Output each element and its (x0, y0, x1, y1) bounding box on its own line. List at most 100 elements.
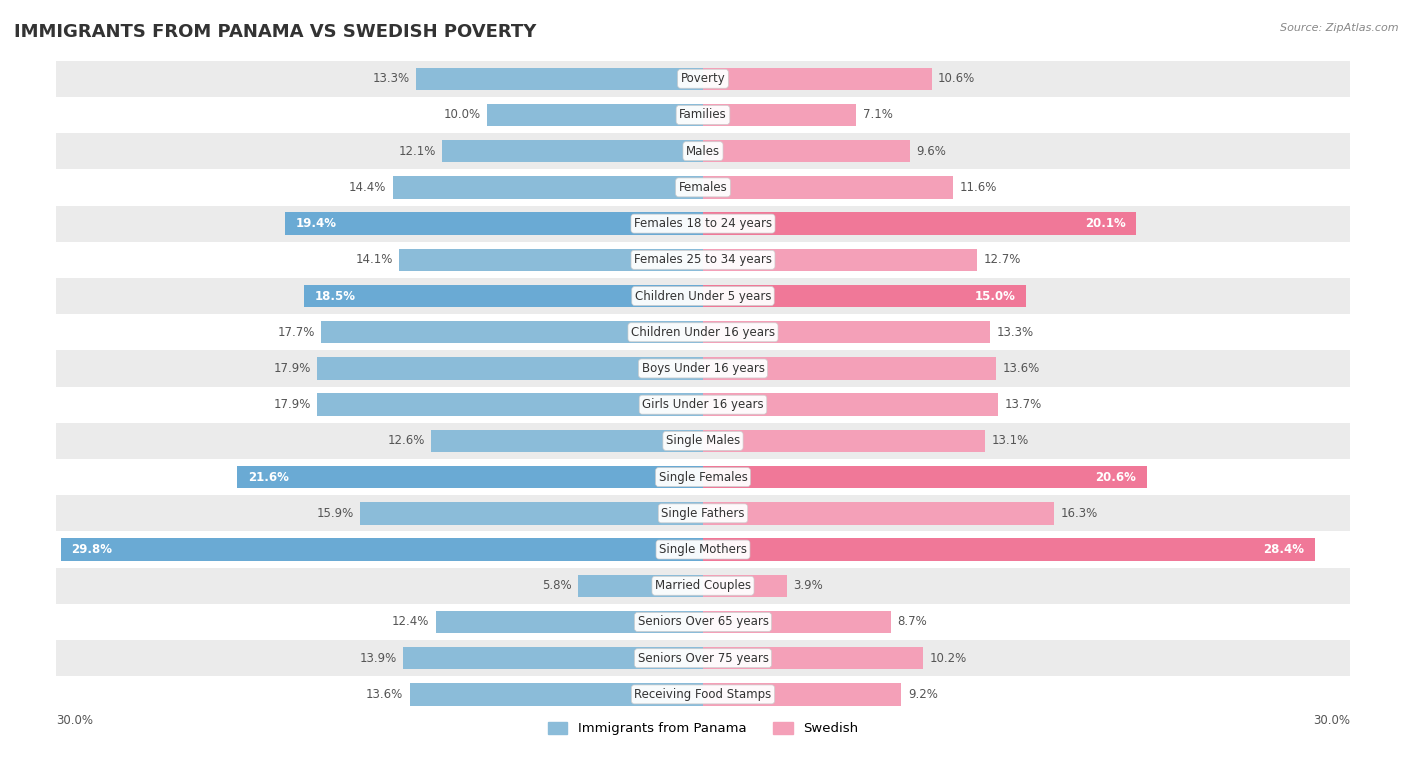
Bar (56, 531, 1350, 568)
Text: Single Females: Single Females (658, 471, 748, 484)
Bar (703, 466, 1147, 488)
Text: 17.9%: 17.9% (273, 398, 311, 411)
Text: 17.7%: 17.7% (277, 326, 315, 339)
Text: 17.9%: 17.9% (273, 362, 311, 375)
Text: 13.6%: 13.6% (366, 688, 404, 701)
Bar (703, 683, 901, 706)
Bar (360, 502, 703, 525)
Bar (416, 67, 703, 90)
Bar (703, 212, 1136, 235)
Text: Receiving Food Stamps: Receiving Food Stamps (634, 688, 772, 701)
Text: 15.9%: 15.9% (316, 507, 354, 520)
Bar (703, 575, 787, 597)
Bar (56, 61, 1350, 97)
Text: 3.9%: 3.9% (793, 579, 824, 592)
Text: 14.1%: 14.1% (356, 253, 392, 266)
Text: 21.6%: 21.6% (247, 471, 290, 484)
Text: 18.5%: 18.5% (315, 290, 356, 302)
Bar (703, 357, 997, 380)
Bar (703, 538, 1315, 561)
Text: 20.6%: 20.6% (1095, 471, 1136, 484)
Bar (703, 67, 932, 90)
Text: 30.0%: 30.0% (1313, 714, 1350, 728)
Text: 13.3%: 13.3% (997, 326, 1033, 339)
Bar (703, 140, 910, 162)
Bar (318, 357, 703, 380)
Bar (56, 242, 1350, 278)
Text: Females 18 to 24 years: Females 18 to 24 years (634, 217, 772, 230)
Bar (404, 647, 703, 669)
Text: Seniors Over 65 years: Seniors Over 65 years (637, 615, 769, 628)
Bar (436, 611, 703, 633)
Bar (56, 278, 1350, 314)
Text: 13.9%: 13.9% (360, 652, 396, 665)
Text: Seniors Over 75 years: Seniors Over 75 years (637, 652, 769, 665)
Text: Children Under 5 years: Children Under 5 years (634, 290, 772, 302)
Bar (56, 495, 1350, 531)
Text: 13.6%: 13.6% (1002, 362, 1040, 375)
Bar (703, 430, 986, 452)
Bar (60, 538, 703, 561)
Bar (392, 176, 703, 199)
Bar (56, 604, 1350, 640)
Text: Males: Males (686, 145, 720, 158)
Text: IMMIGRANTS FROM PANAMA VS SWEDISH POVERTY: IMMIGRANTS FROM PANAMA VS SWEDISH POVERT… (14, 23, 537, 41)
Text: Single Fathers: Single Fathers (661, 507, 745, 520)
Bar (441, 140, 703, 162)
Bar (578, 575, 703, 597)
Text: Source: ZipAtlas.com: Source: ZipAtlas.com (1281, 23, 1399, 33)
Bar (322, 321, 703, 343)
Text: Boys Under 16 years: Boys Under 16 years (641, 362, 765, 375)
Bar (56, 423, 1350, 459)
Bar (56, 314, 1350, 350)
Bar (56, 205, 1350, 242)
Bar (238, 466, 703, 488)
Bar (56, 676, 1350, 713)
Bar (703, 611, 890, 633)
Text: 28.4%: 28.4% (1264, 543, 1305, 556)
Text: 12.7%: 12.7% (983, 253, 1021, 266)
Bar (56, 169, 1350, 205)
Text: Married Couples: Married Couples (655, 579, 751, 592)
Text: 12.4%: 12.4% (392, 615, 429, 628)
Text: 12.1%: 12.1% (398, 145, 436, 158)
Text: 15.0%: 15.0% (974, 290, 1015, 302)
Text: 9.2%: 9.2% (908, 688, 938, 701)
Text: 30.0%: 30.0% (56, 714, 93, 728)
Text: 13.1%: 13.1% (991, 434, 1029, 447)
Bar (409, 683, 703, 706)
Text: 19.4%: 19.4% (295, 217, 336, 230)
Bar (56, 568, 1350, 604)
Text: 10.6%: 10.6% (938, 72, 976, 85)
Bar (432, 430, 703, 452)
Text: Children Under 16 years: Children Under 16 years (631, 326, 775, 339)
Text: Females: Females (679, 181, 727, 194)
Bar (703, 502, 1054, 525)
Text: 20.1%: 20.1% (1085, 217, 1126, 230)
Text: 13.3%: 13.3% (373, 72, 409, 85)
Text: 7.1%: 7.1% (862, 108, 893, 121)
Text: 10.2%: 10.2% (929, 652, 966, 665)
Bar (703, 104, 856, 126)
Bar (56, 350, 1350, 387)
Bar (56, 640, 1350, 676)
Text: Single Males: Single Males (666, 434, 740, 447)
Bar (703, 321, 990, 343)
Text: Single Mothers: Single Mothers (659, 543, 747, 556)
Text: 8.7%: 8.7% (897, 615, 927, 628)
Text: Girls Under 16 years: Girls Under 16 years (643, 398, 763, 411)
Bar (488, 104, 703, 126)
Bar (56, 459, 1350, 495)
Text: 11.6%: 11.6% (959, 181, 997, 194)
Bar (703, 285, 1026, 307)
Bar (703, 176, 953, 199)
Legend: Immigrants from Panama, Swedish: Immigrants from Panama, Swedish (541, 715, 865, 742)
Bar (703, 647, 922, 669)
Bar (703, 249, 977, 271)
Bar (703, 393, 998, 416)
Bar (285, 212, 703, 235)
Text: 29.8%: 29.8% (72, 543, 112, 556)
Text: 5.8%: 5.8% (541, 579, 571, 592)
Text: 12.6%: 12.6% (388, 434, 425, 447)
Bar (56, 133, 1350, 169)
